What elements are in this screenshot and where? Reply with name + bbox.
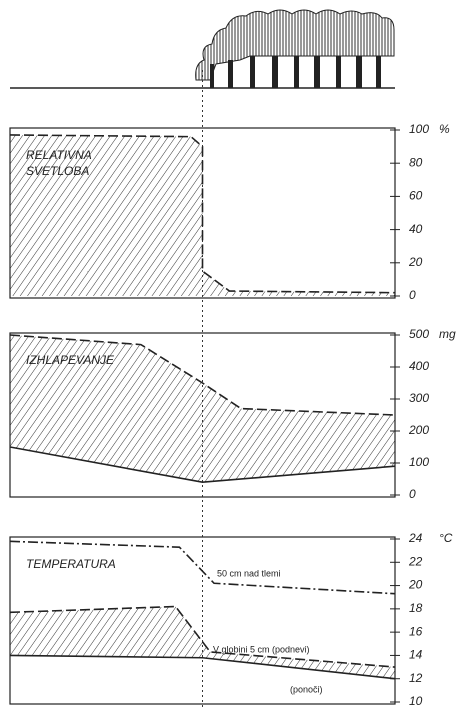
y-tick-label: 0 bbox=[409, 487, 416, 501]
y-tick-label: 40 bbox=[409, 222, 423, 236]
figure: 0 20 40 60 80 100% RELATIVNA SVETLOBA 0 100 200 300… bbox=[0, 0, 469, 709]
y-tick-label: 10 bbox=[409, 694, 423, 708]
panel-title: RELATIVNA bbox=[26, 148, 92, 162]
y-tick-label: 100 bbox=[409, 122, 429, 136]
y-tick-label: 24 bbox=[408, 531, 423, 545]
y-tick-label: 20 bbox=[408, 255, 423, 269]
y-tick-label: 22 bbox=[408, 554, 423, 568]
y-tick-label: 0 bbox=[409, 288, 416, 302]
y-tick-label: 60 bbox=[409, 189, 423, 203]
y-tick-label: 14 bbox=[409, 648, 423, 662]
series-label: V globini 5 cm (podnevi) bbox=[213, 644, 310, 654]
y-tick-label: 12 bbox=[409, 671, 423, 685]
axis-unit: % bbox=[439, 122, 450, 136]
y-tick-label: 100 bbox=[409, 455, 429, 469]
series-label: 50 cm nad tlemi bbox=[217, 568, 281, 578]
panel-title: SVETLOBA bbox=[26, 164, 89, 178]
y-tick-label: 300 bbox=[409, 391, 429, 405]
y-tick-label: 16 bbox=[409, 624, 423, 638]
series-label: (ponoči) bbox=[290, 684, 323, 694]
axis-unit: mg bbox=[439, 327, 456, 341]
panel-title: IZHLAPEVANJE bbox=[26, 353, 115, 367]
y-tick-label: 200 bbox=[408, 423, 429, 437]
y-tick-label: 20 bbox=[408, 578, 423, 592]
panel-title: TEMPERATURA bbox=[26, 557, 116, 571]
axis-unit: °C bbox=[439, 531, 453, 545]
y-tick-label: 80 bbox=[409, 155, 423, 169]
y-tick-label: 18 bbox=[409, 601, 423, 615]
y-tick-label: 500 bbox=[409, 327, 429, 341]
y-tick-label: 400 bbox=[409, 359, 429, 373]
